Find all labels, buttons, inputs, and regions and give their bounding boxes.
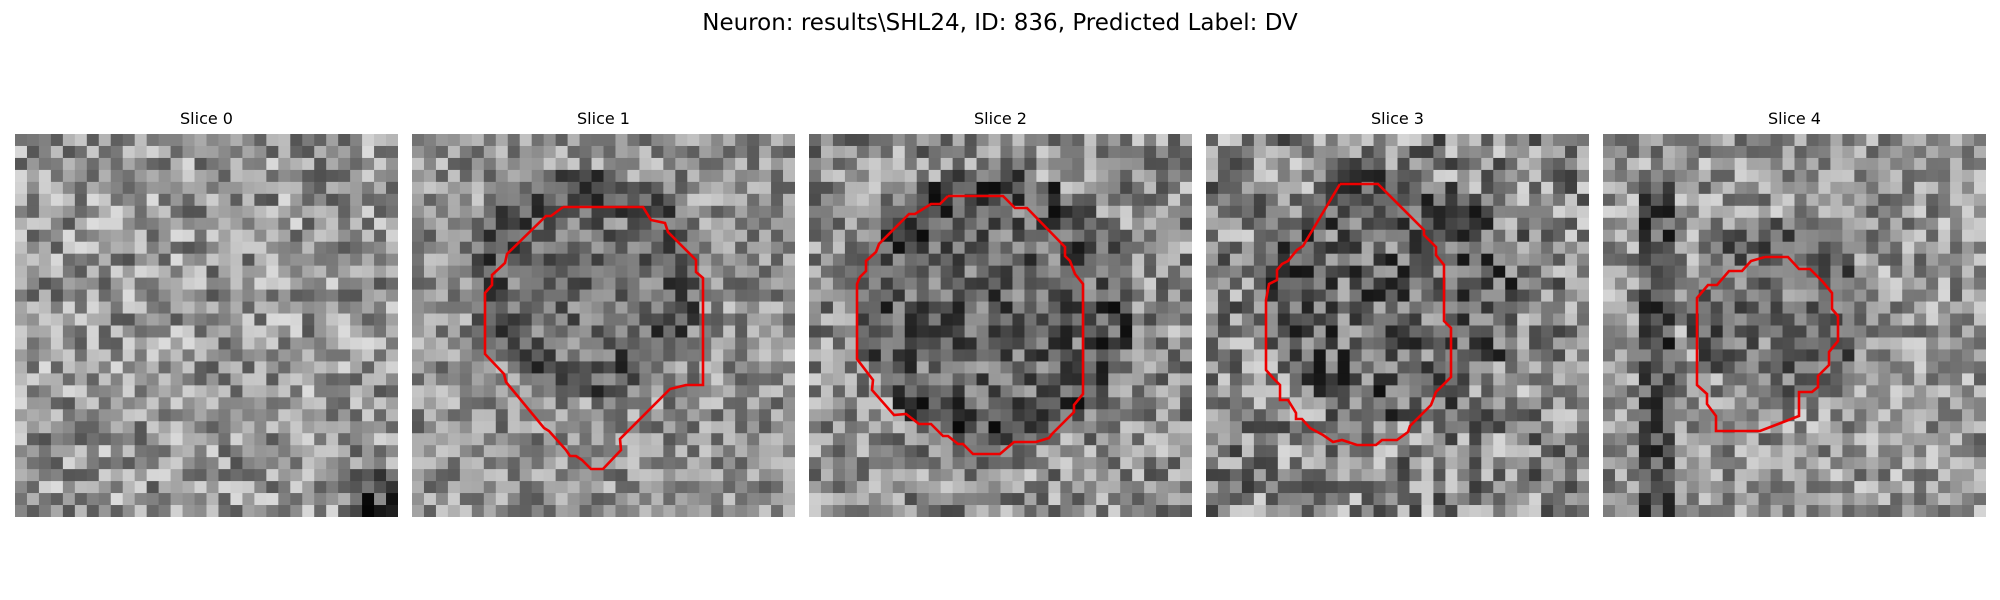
slice-3-image: [1206, 134, 1589, 517]
panel-title-slice-4: Slice 4: [1768, 109, 1821, 128]
panel-title-slice-3: Slice 3: [1371, 109, 1424, 128]
slice-1-image: [412, 134, 795, 517]
slice-1-contour: [483, 205, 705, 471]
slice-3-contour: [1264, 182, 1453, 447]
slice-4-contour: [1695, 255, 1840, 433]
panel-title-slice-1: Slice 1: [577, 109, 630, 128]
slice-0-canvas: [15, 134, 398, 517]
slice-4-canvas: [1603, 134, 1986, 517]
slice-1-canvas: [412, 134, 795, 517]
slice-0-pixels: [15, 134, 398, 517]
slice-0-image: [15, 134, 398, 517]
slice-2-canvas: [809, 134, 1192, 517]
slice-2-image: [809, 134, 1192, 517]
slice-1-pixels: [412, 134, 795, 517]
slice-3-pixels: [1206, 134, 1589, 517]
panel-title-slice-2: Slice 2: [974, 109, 1027, 128]
slice-4-image: [1603, 134, 1986, 517]
figure-title: Neuron: results\SHL24, ID: 836, Predicte…: [702, 10, 1298, 36]
slice-4-pixels: [1603, 134, 1986, 517]
panel-title-slice-0: Slice 0: [180, 109, 233, 128]
slice-2-contour: [855, 194, 1085, 456]
slice-3-canvas: [1206, 134, 1589, 517]
slice-2-pixels: [809, 134, 1192, 517]
